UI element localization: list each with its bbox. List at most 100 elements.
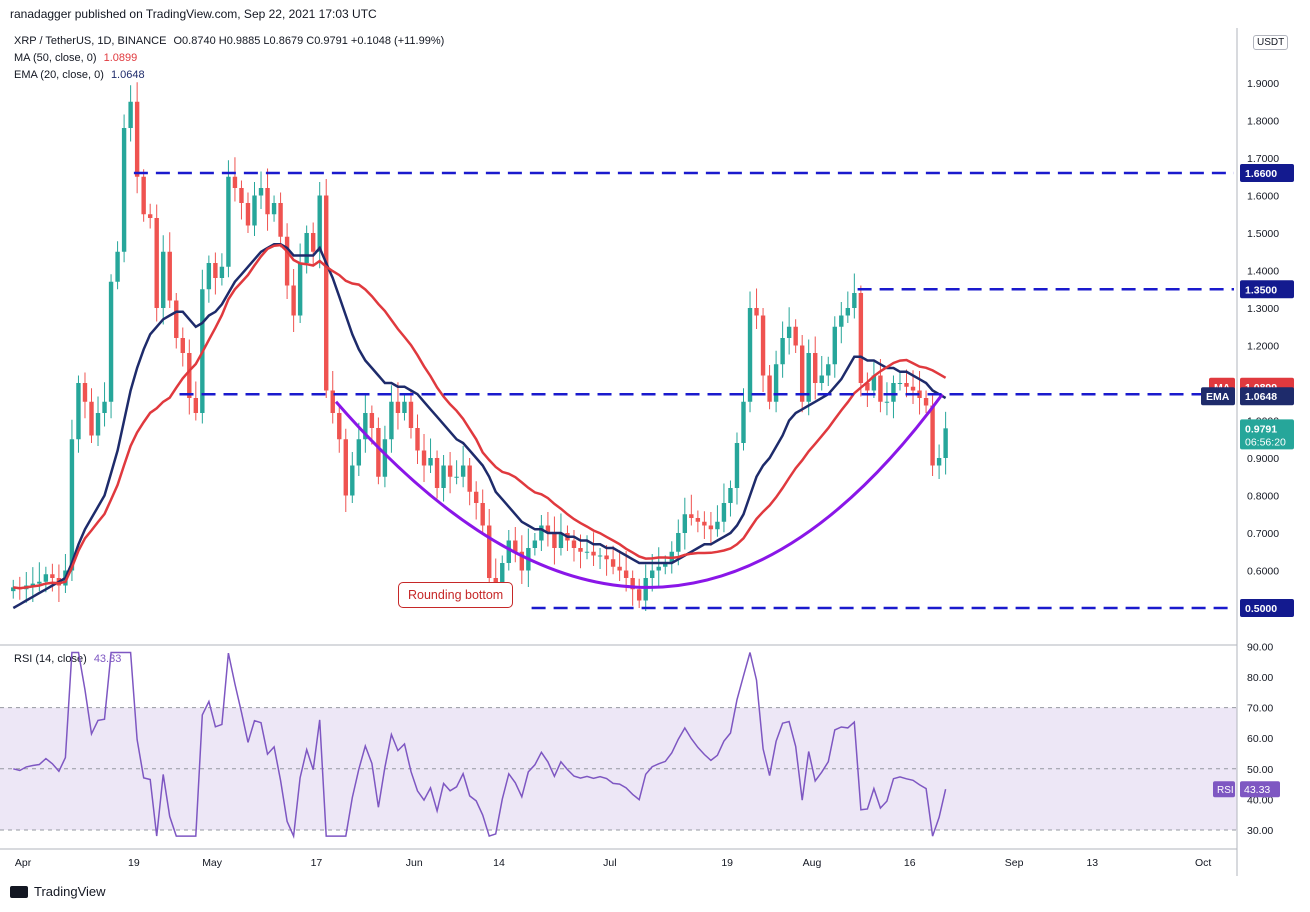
candle-body (180, 338, 185, 353)
level-badge (1240, 280, 1294, 299)
price-tick-label: 0.8000 (1247, 491, 1279, 503)
candle-body (447, 465, 453, 477)
candle-body (545, 525, 551, 533)
rsi-tick-label: 90.00 (1247, 641, 1273, 653)
candle-body (441, 465, 446, 488)
price-tick-label: 1.5000 (1247, 228, 1279, 240)
candle-body (454, 476, 459, 478)
candle-body (754, 308, 759, 316)
candle-body (578, 548, 583, 552)
candle-body (317, 195, 322, 252)
rsi-value-badge (1240, 781, 1280, 798)
candle-body (871, 375, 877, 391)
candle-body (343, 439, 348, 496)
candle-body (134, 101, 140, 177)
candle-body (734, 443, 740, 488)
rsi-tick-label: 30.00 (1247, 825, 1273, 837)
candle-body (69, 439, 75, 571)
candle-body (291, 285, 296, 316)
candle-body (324, 195, 329, 391)
candle-body (930, 405, 935, 466)
candle-body (623, 570, 629, 578)
candle-body (617, 566, 622, 571)
price-tick-label: 1.6000 (1247, 191, 1279, 203)
candle-body (793, 326, 798, 346)
candle-body (676, 533, 681, 552)
candle-body (695, 518, 701, 522)
candle-body (539, 525, 544, 541)
candle-body (636, 589, 642, 601)
date-tick-label: Sep (1005, 857, 1024, 869)
candle-body (832, 326, 837, 365)
price-tick-label: 0.7000 (1247, 528, 1279, 540)
price-tick-label: 1.4000 (1247, 266, 1279, 278)
candle-body (747, 308, 753, 402)
rsi-tick-label: 60.00 (1247, 733, 1273, 745)
published-header: ranadagger published on TradingView.com,… (10, 7, 377, 21)
candle-body (780, 338, 785, 365)
candle-body (923, 398, 929, 406)
countdown-label: 06:56:20 (1245, 436, 1286, 448)
candle-body (799, 345, 805, 402)
candle-body (219, 266, 225, 278)
low-value: L0.8679 (263, 35, 304, 47)
candle-body (767, 375, 772, 402)
ema-value: 1.0648 (110, 69, 145, 81)
candle-body (376, 428, 381, 477)
price-tick-label: 1.7000 (1247, 153, 1279, 165)
close-value: C0.9791 (306, 35, 348, 47)
candle-body (936, 458, 942, 466)
candle-body (11, 587, 16, 592)
candle-body (604, 555, 609, 560)
candle-body (532, 540, 538, 548)
candle-body (226, 176, 231, 267)
rsi-tick-label: 40.00 (1247, 794, 1273, 806)
rounding-bottom-annotation: Rounding bottom (398, 582, 514, 608)
candle-body (95, 413, 101, 436)
candle-body (252, 195, 257, 226)
candle-body (513, 540, 518, 552)
candle-body (865, 383, 870, 391)
candle-body (519, 551, 525, 571)
price-tick-label: 1.8000 (1247, 116, 1279, 128)
date-tick-label: Jul (603, 857, 616, 869)
ma-label: MA (50, close, 0) (14, 52, 97, 64)
candle-body (702, 521, 707, 526)
candle-body (917, 390, 922, 398)
value-badge (1240, 419, 1294, 450)
price-tick-label: 1.9000 (1247, 78, 1279, 90)
date-tick-label: Jun (406, 857, 423, 869)
candle-body (910, 386, 916, 391)
candle-body (408, 401, 414, 428)
candle-body (43, 574, 49, 582)
date-tick-label: Aug (803, 857, 822, 869)
rsi-label: RSI (14, close) (14, 653, 87, 665)
symbol-legend: XRP / TetherUS, 1D, BINANCE O0.8740 H0.9… (14, 35, 444, 47)
candle-body (115, 251, 120, 282)
candle-body (82, 383, 88, 402)
ma-legend: MA (50, close, 0) 1.0899 (14, 52, 137, 64)
candle-body (284, 236, 290, 286)
candle-body (460, 465, 466, 477)
currency-badge[interactable]: USDT (1253, 35, 1289, 50)
candle-body (369, 413, 375, 428)
candle-body (487, 525, 492, 578)
candle-body (689, 514, 694, 518)
candle-body (813, 353, 818, 383)
candle-body (382, 439, 388, 477)
candle-body (643, 578, 648, 601)
candle-body (806, 353, 811, 402)
candle-body (76, 383, 81, 440)
candle-body (147, 214, 153, 218)
candle-body (337, 413, 342, 440)
value-badge-label: 0.9791 (1245, 423, 1277, 435)
candle-body (891, 383, 896, 402)
date-tick-label: 19 (721, 857, 733, 869)
date-tick-label: 16 (904, 857, 916, 869)
candle-body (265, 188, 270, 215)
high-value: H0.9885 (218, 35, 261, 47)
candle-body (708, 525, 714, 530)
level-badge-label: 1.6600 (1245, 168, 1277, 180)
price-tick-label: 0.9000 (1247, 453, 1279, 465)
